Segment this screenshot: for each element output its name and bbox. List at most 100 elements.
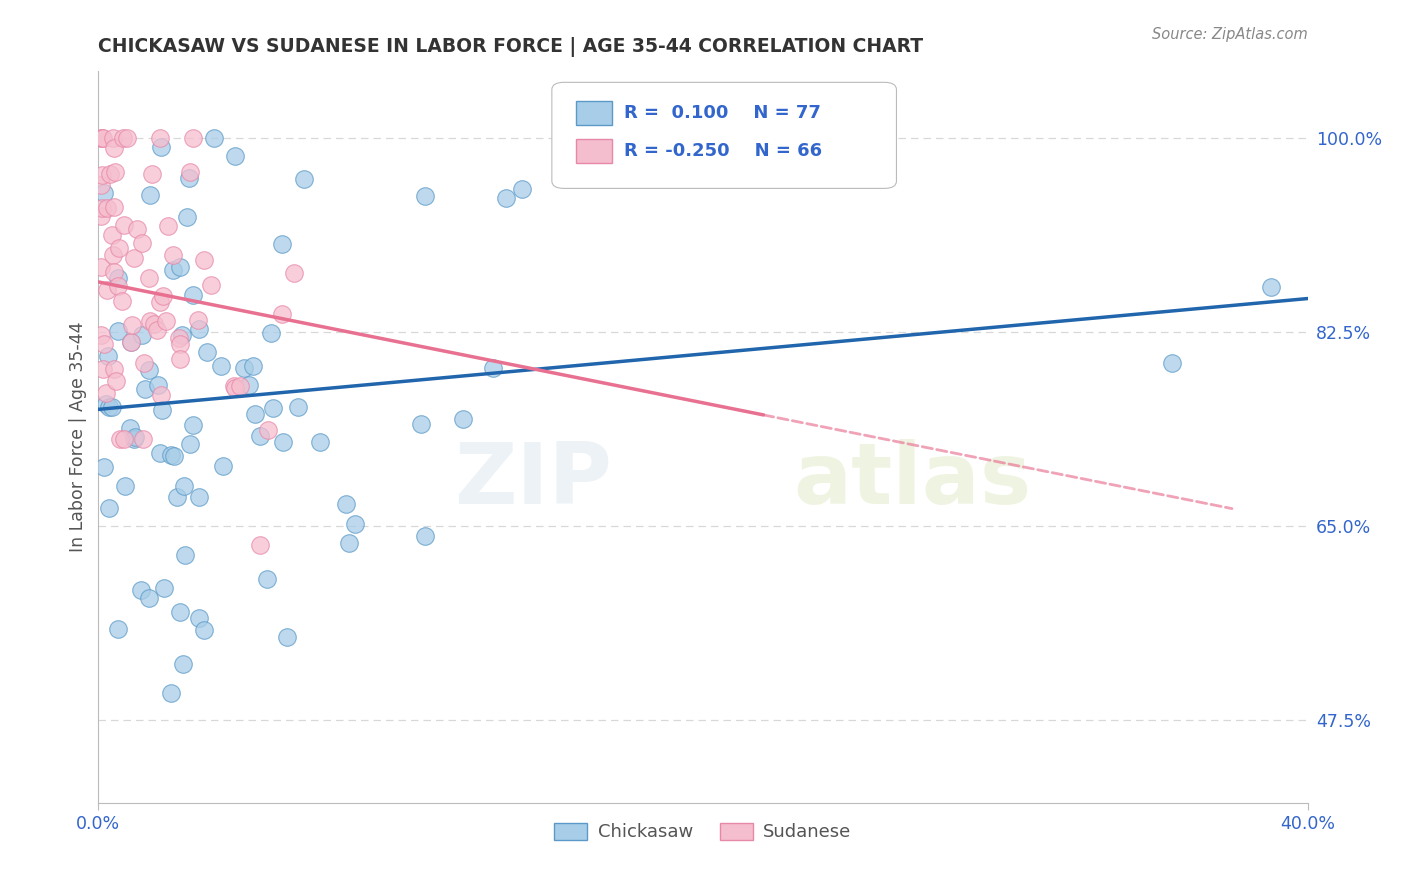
Text: Source: ZipAtlas.com: Source: ZipAtlas.com: [1152, 27, 1308, 42]
Point: [169, 351, 191, 366]
Point: [162, 248, 184, 262]
Text: CHICKASAW VS SUDANESE IN LABOR FORCE | AGE 35-44 CORRELATION CHART: CHICKASAW VS SUDANESE IN LABOR FORCE | A…: [98, 37, 924, 57]
Point: [510, 182, 533, 196]
Point: [124, 429, 146, 443]
Point: [152, 289, 174, 303]
Point: [188, 611, 211, 625]
Point: [115, 131, 138, 145]
Point: [114, 478, 136, 492]
Point: [91, 131, 114, 145]
Point: [160, 448, 183, 462]
Point: [181, 131, 204, 145]
Point: [103, 131, 125, 145]
Point: [97, 500, 120, 515]
Point: [249, 429, 271, 443]
Point: [229, 379, 252, 393]
Point: [172, 657, 194, 672]
Point: [193, 623, 215, 637]
Point: [243, 408, 266, 422]
Point: [138, 188, 160, 202]
Point: [93, 186, 115, 201]
Point: [482, 360, 505, 375]
Point: [131, 327, 153, 342]
Point: [138, 270, 160, 285]
Point: [233, 361, 256, 376]
FancyBboxPatch shape: [576, 102, 613, 125]
Point: [149, 131, 172, 145]
Point: [344, 516, 367, 531]
Point: [166, 490, 188, 504]
FancyBboxPatch shape: [576, 139, 613, 163]
Point: [169, 336, 191, 351]
Point: [224, 381, 246, 395]
Point: [413, 529, 436, 543]
Point: [146, 377, 169, 392]
Point: [224, 149, 246, 163]
Point: [129, 582, 152, 597]
Point: [111, 131, 134, 145]
Point: [242, 359, 264, 373]
Point: [108, 241, 131, 255]
Point: [193, 253, 215, 268]
Point: [167, 331, 190, 345]
Point: [162, 263, 184, 277]
Point: [111, 294, 134, 309]
Point: [143, 317, 166, 331]
Point: [120, 334, 142, 349]
Point: [131, 236, 153, 251]
Point: [292, 171, 315, 186]
Point: [170, 327, 193, 342]
Point: [149, 295, 172, 310]
Point: [105, 374, 128, 388]
Point: [100, 401, 122, 415]
Point: [103, 200, 125, 214]
Point: [176, 210, 198, 224]
Point: [260, 326, 283, 340]
Point: [90, 327, 112, 342]
Point: [160, 686, 183, 700]
Point: [134, 383, 156, 397]
Point: [256, 572, 278, 586]
Point: [91, 362, 114, 376]
Point: [177, 171, 200, 186]
Point: [150, 402, 173, 417]
Point: [209, 359, 232, 373]
Point: [107, 270, 129, 285]
Point: [138, 313, 160, 327]
Point: [101, 228, 124, 243]
Point: [94, 396, 117, 410]
Point: [91, 168, 114, 182]
Point: [249, 538, 271, 552]
Point: [122, 251, 145, 265]
Point: [107, 623, 129, 637]
Point: [108, 432, 131, 446]
Point: [415, 189, 437, 203]
Text: R = -0.250    N = 66: R = -0.250 N = 66: [624, 142, 823, 160]
FancyBboxPatch shape: [551, 82, 897, 188]
Point: [112, 432, 135, 446]
Point: [98, 401, 121, 415]
Point: [271, 237, 294, 252]
Point: [169, 260, 191, 274]
Point: [337, 535, 360, 549]
Point: [150, 139, 173, 153]
Point: [107, 278, 129, 293]
Point: [238, 378, 260, 392]
Point: [138, 363, 160, 377]
Point: [181, 288, 204, 302]
Point: [174, 548, 197, 562]
Point: [200, 277, 222, 292]
Point: [409, 417, 432, 432]
Point: [202, 131, 225, 145]
Point: [179, 436, 201, 450]
Point: [257, 423, 280, 437]
Legend: Chickasaw, Sudanese: Chickasaw, Sudanese: [547, 815, 859, 848]
Y-axis label: In Labor Force | Age 35-44: In Labor Force | Age 35-44: [69, 322, 87, 552]
Point: [173, 479, 195, 493]
Point: [96, 386, 118, 401]
Point: [163, 449, 186, 463]
Point: [451, 412, 474, 426]
Point: [90, 178, 112, 193]
Point: [150, 387, 173, 401]
Point: [93, 459, 115, 474]
